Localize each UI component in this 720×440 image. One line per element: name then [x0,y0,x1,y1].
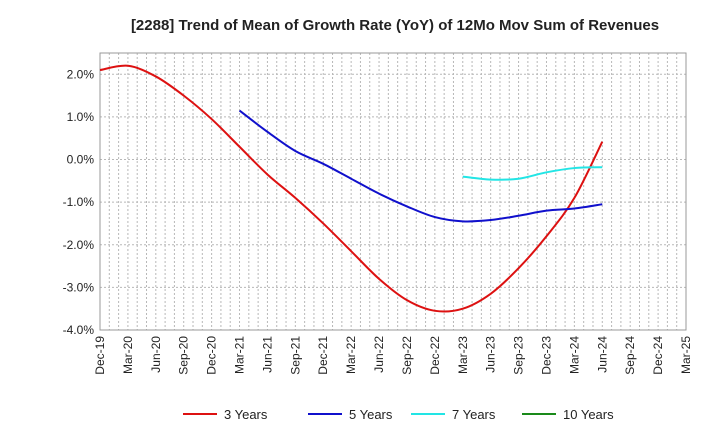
y-tick-label: 2.0% [67,67,95,81]
series-lines [99,64,604,313]
legend-label-3-years: 3 Years [224,407,268,422]
x-tick-label: Jun-22 [372,336,386,373]
y-tick-label: -2.0% [63,238,95,252]
legend: 3 Years 5 Years 7 Years 10 Years [183,407,614,422]
x-tick-label: Dec-20 [205,336,219,375]
x-tick-label: Dec-24 [651,336,665,375]
y-tick-label: -1.0% [63,195,95,209]
series-line-5-years [238,109,603,223]
y-tick-label: -4.0% [63,323,95,337]
gridlines [99,53,687,331]
legend-label-7-years: 7 Years [452,407,496,422]
x-tick-label: Sep-21 [288,336,302,375]
x-tick-label: Mar-20 [121,336,135,374]
x-tick-label: Sep-24 [623,336,637,375]
x-tick-label: Dec-19 [93,336,107,375]
y-tick-label: 1.0% [67,110,95,124]
x-tick-label: Jun-20 [149,336,163,373]
x-tick-label: Mar-22 [344,336,358,374]
x-tick-label: Mar-24 [567,336,581,374]
x-tick-label: Sep-22 [400,336,414,375]
x-tick-label: Jun-21 [260,336,274,373]
y-tick-label: -3.0% [63,280,95,294]
y-tick-label: 0.0% [67,153,95,167]
x-tick-label: Sep-20 [177,336,191,375]
x-tick-label: Dec-22 [428,336,442,375]
x-tick-label: Jun-23 [484,336,498,373]
x-tick-label: Dec-21 [316,336,330,375]
x-tick-label: Jun-24 [595,336,609,373]
x-tick-label: Sep-23 [512,336,526,375]
y-axis-ticks: 2.0% 1.0% 0.0% -1.0% -2.0% -3.0% -4.0% [63,67,95,337]
series-line-3-years [99,64,604,313]
plot-frame [99,52,687,331]
x-tick-label: Mar-21 [233,336,247,374]
chart-title: [2288] Trend of Mean of Growth Rate (YoY… [131,17,659,34]
legend-label-10-years: 10 Years [563,407,614,422]
x-tick-label: Mar-25 [679,336,693,374]
series-line-7-years [462,166,603,181]
x-tick-label: Mar-23 [456,336,470,374]
x-axis-ticks: Dec-19 Mar-20 Jun-20 Sep-20 Dec-20 Mar-21 Jun-… [93,336,693,375]
legend-label-5-years: 5 Years [349,407,393,422]
x-tick-label: Dec-23 [539,336,553,375]
